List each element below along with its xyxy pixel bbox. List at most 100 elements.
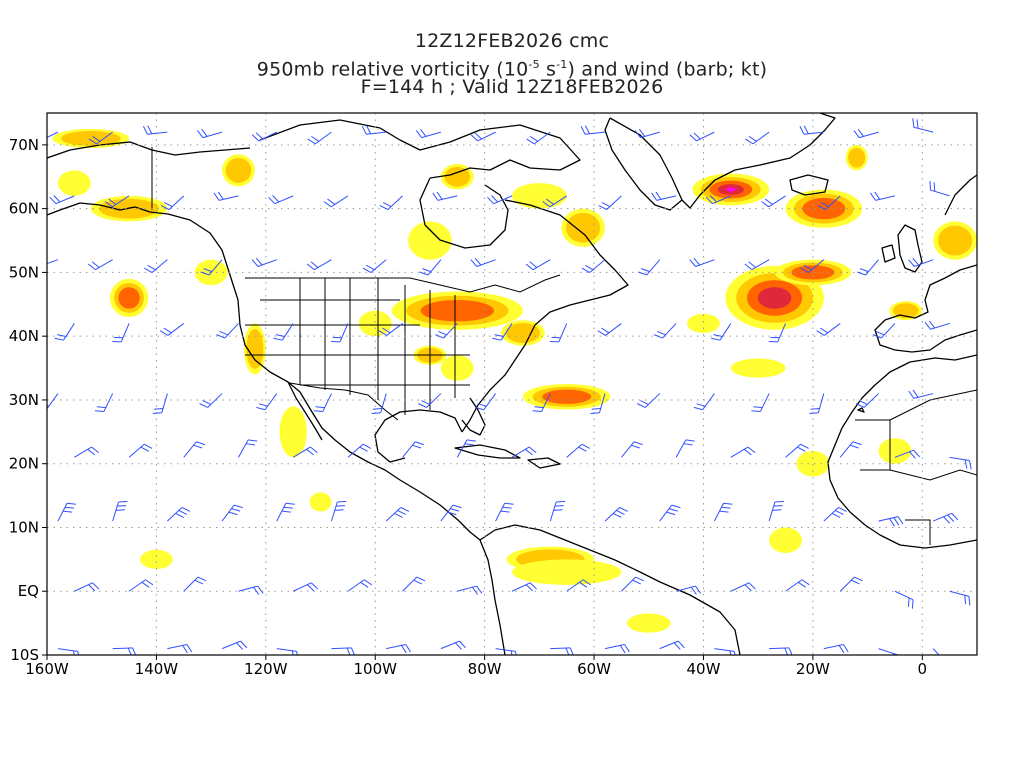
barb-flag: [474, 257, 482, 266]
barb-flag: [275, 334, 285, 337]
wind-barb: [949, 590, 971, 606]
barb-flag: [255, 257, 263, 266]
barb-flag: [327, 198, 336, 205]
plot-header: 12Z12FEB2026 cmc 950mb relative vorticit…: [0, 30, 1024, 99]
barb-flag: [283, 506, 293, 509]
wind-barb: [94, 393, 114, 413]
barb-staff: [817, 393, 825, 413]
barb-flag: [705, 196, 713, 205]
barb-staff: [777, 323, 786, 343]
vorticity-area: [687, 313, 720, 333]
vorticity-area: [440, 355, 474, 381]
barb-staff: [604, 507, 620, 522]
barb-flag: [695, 585, 702, 594]
barb-staff: [276, 503, 287, 522]
barb-staff: [95, 259, 113, 271]
wind-barb: [878, 648, 899, 655]
coastline-africa: [827, 354, 977, 549]
title-run: 12Z12FEB2026 cmc: [414, 30, 610, 52]
barb-flag: [641, 268, 650, 273]
barb-flag: [420, 128, 427, 137]
title-field-exp1: -5: [528, 58, 540, 71]
wind-barb: [621, 441, 643, 458]
barb-flag: [854, 576, 863, 582]
barb-flag: [542, 201, 551, 208]
barb-flag: [797, 446, 806, 452]
barb-flag: [636, 403, 646, 408]
barb-flag: [219, 330, 229, 336]
barb-flag: [362, 267, 372, 273]
wind-barb: [183, 441, 206, 458]
barb-flag: [382, 327, 391, 334]
barb-flag: [968, 596, 971, 606]
barb-staff: [769, 647, 790, 650]
barb-flag: [616, 510, 625, 515]
vorticity-area: [878, 438, 912, 464]
barb-flag: [56, 334, 66, 337]
barb-flag: [668, 508, 678, 512]
barb-flag: [689, 259, 696, 267]
coastline-south-america: [479, 524, 741, 655]
wind-barb: [636, 393, 661, 408]
barb-flag: [872, 334, 882, 339]
wind-barb: [590, 393, 606, 415]
barb-staff: [659, 504, 673, 522]
barb-staff: [314, 131, 332, 145]
vorticity-area: [57, 170, 91, 196]
barb-flag: [492, 337, 502, 341]
barb-flag: [838, 507, 847, 512]
wind-barb: [251, 257, 277, 267]
wind-barb: [853, 128, 879, 139]
barb-flag: [601, 327, 610, 334]
wind-barb: [238, 585, 264, 595]
barb-flag: [216, 334, 226, 339]
barb-flag: [764, 198, 773, 205]
barb-flag: [435, 334, 444, 339]
barb-flag: [438, 330, 447, 336]
barb-flag: [152, 412, 162, 415]
vorticity-area: [440, 164, 474, 190]
barb-flag: [88, 584, 96, 592]
barb-staff: [589, 259, 606, 273]
wind-barb: [221, 504, 243, 522]
barb-staff: [218, 195, 239, 201]
barb-staff: [221, 504, 235, 522]
barb-staff: [933, 512, 952, 522]
wind-barb: [929, 181, 950, 197]
barb-staff: [258, 131, 277, 142]
y-tick-label: 50N: [9, 263, 39, 281]
barb-staff: [440, 504, 454, 522]
wind-barb: [549, 500, 566, 522]
vorticity-area: [279, 406, 307, 458]
barb-flag: [500, 510, 510, 513]
wind-barb: [142, 125, 168, 135]
barb-flag: [772, 509, 782, 511]
barb-staff: [930, 322, 950, 330]
barb-flag: [719, 510, 729, 513]
barb-flag: [581, 267, 590, 273]
wind-barb: [542, 195, 567, 208]
wind-barb: [816, 323, 841, 336]
vorticity-area: [222, 154, 255, 187]
barb-flag: [601, 202, 611, 207]
barb-flag: [257, 585, 264, 594]
wind-barb: [581, 259, 606, 273]
barb-staff: [477, 131, 496, 142]
barb-staff: [808, 259, 825, 273]
wind-barb: [855, 393, 879, 408]
barb-flag: [745, 138, 754, 145]
wind-barb: [839, 441, 862, 458]
barb-flag: [504, 502, 514, 505]
barb-flag: [590, 412, 600, 415]
barb-staff: [696, 131, 715, 142]
barb-staff: [120, 323, 130, 343]
wind-barb: [659, 504, 681, 522]
wind-barb: [379, 195, 403, 210]
barb-staff: [370, 259, 387, 273]
barb-staff: [292, 446, 311, 458]
barb-staff: [161, 393, 168, 413]
y-axis-ticks: 70N 60N 50N 40N 30N 20N 10N EQ 10S: [9, 136, 47, 664]
wind-barb: [49, 195, 75, 205]
barb-staff: [785, 579, 803, 592]
barb-flag: [96, 406, 106, 409]
